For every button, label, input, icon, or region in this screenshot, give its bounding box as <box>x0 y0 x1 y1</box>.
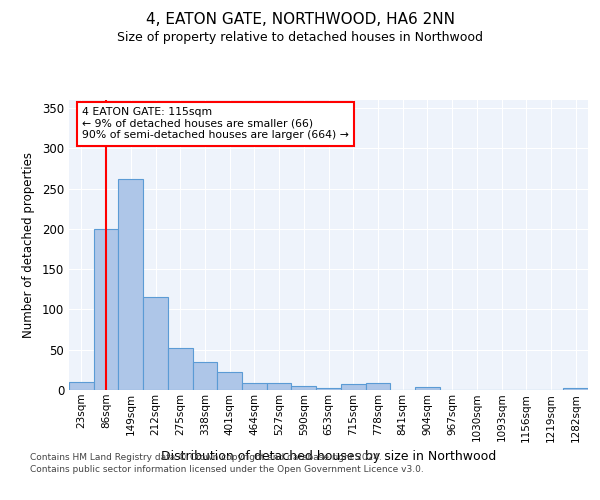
Bar <box>415 387 440 390</box>
Bar <box>118 179 143 390</box>
Text: Contains public sector information licensed under the Open Government Licence v3: Contains public sector information licen… <box>30 464 424 473</box>
Text: Size of property relative to detached houses in Northwood: Size of property relative to detached ho… <box>117 31 483 44</box>
Text: 4, EATON GATE, NORTHWOOD, HA6 2NN: 4, EATON GATE, NORTHWOOD, HA6 2NN <box>146 12 455 28</box>
Bar <box>168 348 193 390</box>
Bar <box>94 229 118 390</box>
Bar <box>316 388 341 390</box>
Text: 4 EATON GATE: 115sqm
← 9% of detached houses are smaller (66)
90% of semi-detach: 4 EATON GATE: 115sqm ← 9% of detached ho… <box>82 108 349 140</box>
X-axis label: Distribution of detached houses by size in Northwood: Distribution of detached houses by size … <box>161 450 496 463</box>
Bar <box>217 372 242 390</box>
Bar <box>365 383 390 390</box>
Bar <box>242 383 267 390</box>
Bar <box>292 386 316 390</box>
Bar <box>193 362 217 390</box>
Bar <box>563 388 588 390</box>
Y-axis label: Number of detached properties: Number of detached properties <box>22 152 35 338</box>
Bar <box>69 382 94 390</box>
Bar <box>341 384 365 390</box>
Text: Contains HM Land Registry data © Crown copyright and database right 2024.: Contains HM Land Registry data © Crown c… <box>30 453 382 462</box>
Bar <box>143 296 168 390</box>
Bar <box>267 383 292 390</box>
